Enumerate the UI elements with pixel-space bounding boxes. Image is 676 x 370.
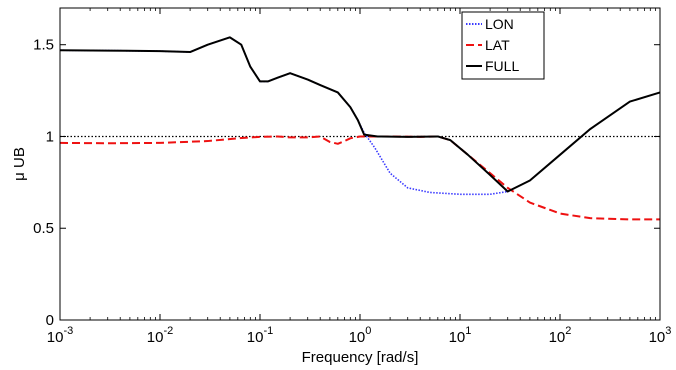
series-line-lat <box>59 135 660 221</box>
x-tick-label: 102 <box>549 325 572 346</box>
y-tick-label: 1.5 <box>33 37 54 54</box>
y-axis-label: μ UB <box>11 147 28 181</box>
legend-label-lon: LON <box>485 16 514 32</box>
series-layer <box>59 36 661 221</box>
legend-label-lat: LAT <box>485 37 510 53</box>
x-tick-label: 100 <box>349 325 372 346</box>
x-tick-label: 103 <box>649 325 672 346</box>
x-tick-label: 10-1 <box>247 325 273 346</box>
legend: LON LAT FULL <box>461 11 545 80</box>
series-line-lon <box>59 36 508 196</box>
y-tick-label: 0.5 <box>33 220 54 237</box>
y-tick-label: 0 <box>46 312 54 329</box>
y-tick-label: 1 <box>46 128 54 145</box>
plot-background <box>60 8 660 320</box>
x-tick-label: 10-2 <box>147 325 173 346</box>
series-line-full <box>59 36 661 193</box>
x-tick-label: 101 <box>449 325 472 346</box>
legend-label-full: FULL <box>485 58 519 74</box>
x-axis-label: Frequency [rad/s] <box>302 349 419 366</box>
x-tick-label: 10-3 <box>47 325 73 346</box>
tick-layer: 10-3 10-2 10-1 100 101 102 103 0 0.5 1 1.5 <box>33 8 671 346</box>
